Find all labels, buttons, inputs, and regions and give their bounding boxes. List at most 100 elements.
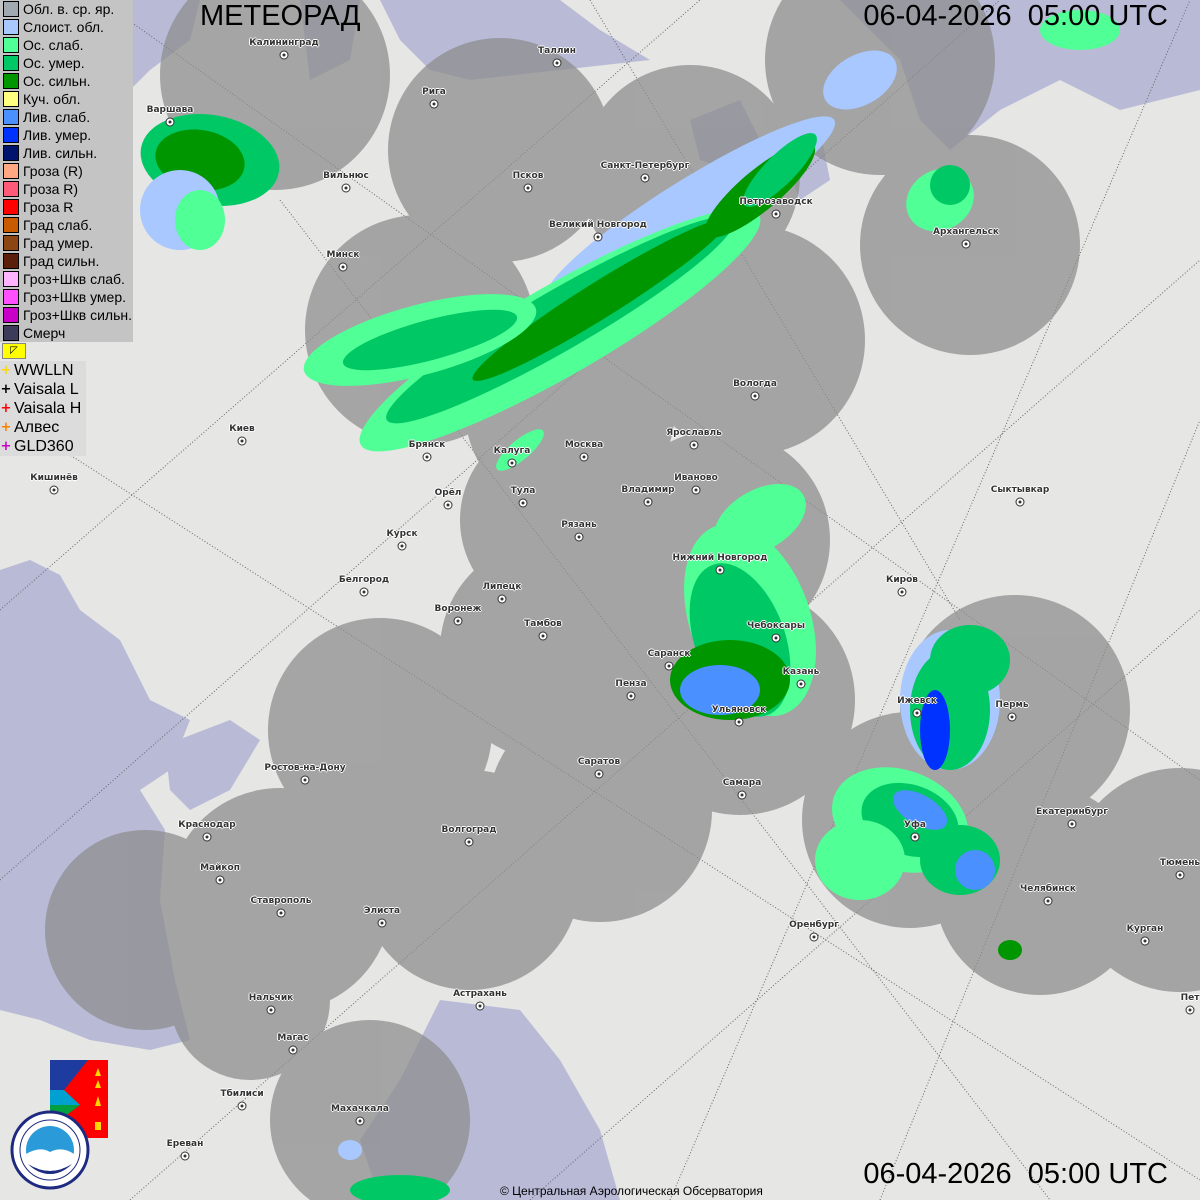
city-label: Курган	[1126, 924, 1164, 934]
city-label: Махачкала	[331, 1104, 389, 1114]
city-label: Уфа	[904, 820, 926, 830]
cross-icon: +	[0, 401, 12, 416]
flag-icon[interactable]: ◸	[2, 343, 26, 359]
city-label: Курск	[386, 529, 418, 539]
legend-item: Град слаб.	[0, 216, 133, 234]
city-marker-icon	[429, 99, 439, 109]
precip-area	[998, 940, 1022, 960]
legend-label: Смерч	[23, 325, 66, 341]
city-label: Москва	[564, 440, 604, 450]
city-label: Белгород	[338, 575, 390, 585]
lightning-network-item[interactable]: + GLD360	[0, 437, 86, 456]
precip-area	[955, 850, 995, 890]
city-marker-icon	[464, 837, 474, 847]
city-marker-icon	[279, 50, 289, 60]
radar-range-circle	[170, 920, 330, 1080]
legend-item: Гроз+Шкв умер.	[0, 288, 133, 306]
legend-item: Ос. слаб.	[0, 36, 133, 54]
page-title: МЕТЕОРАД	[200, 0, 361, 32]
legend-label: Лив. сильн.	[23, 145, 98, 161]
city-marker-icon	[443, 500, 453, 510]
precip-area	[680, 665, 760, 715]
legend-item: Слоист. обл.	[0, 18, 133, 36]
precip-area	[342, 309, 518, 371]
city-marker-icon	[961, 239, 971, 249]
city-marker-icon	[626, 691, 636, 701]
city-label: Ростов-на-Дону	[264, 763, 346, 773]
precip-area	[930, 625, 1010, 695]
city-marker-icon	[771, 633, 781, 643]
legend-label: Град умер.	[23, 235, 94, 251]
legend-swatch	[3, 73, 19, 89]
city-marker-icon	[771, 209, 781, 219]
legend-item: Лив. умер.	[0, 126, 133, 144]
city-marker-icon	[523, 183, 533, 193]
legend-label: Лив. слаб.	[23, 109, 91, 125]
legend-swatch	[3, 37, 19, 53]
legend-item: Лив. сильн.	[0, 144, 133, 162]
legend-label: Обл. в. ср. яр.	[23, 1, 115, 17]
legend-label: Гроза R	[23, 199, 74, 215]
legend-swatch	[3, 127, 19, 143]
city-label: Тюмень	[1159, 858, 1200, 868]
legend-swatch	[3, 55, 19, 71]
city-label: Вологда	[733, 379, 777, 389]
city-label: Псков	[512, 171, 544, 181]
legend-item: Ос. умер.	[0, 54, 133, 72]
city-label: Варшава	[146, 105, 194, 115]
precip-area	[338, 1140, 362, 1160]
legend-swatch	[3, 235, 19, 251]
precip-area	[1040, 10, 1120, 50]
cross-icon: +	[0, 363, 12, 378]
city-marker-icon	[497, 594, 507, 604]
city-marker-icon	[276, 908, 286, 918]
city-label: Сыктывкар	[990, 485, 1050, 495]
lightning-network-item[interactable]: + WWLLN	[0, 361, 86, 380]
city-label: Самара	[722, 778, 762, 788]
city-marker-icon	[355, 1116, 365, 1126]
city-marker-icon	[574, 532, 584, 542]
city-label: Казань	[782, 667, 820, 677]
legend-label: Гроза (R)	[23, 163, 83, 179]
legend-item: Лив. слаб.	[0, 108, 133, 126]
legend-swatch	[3, 325, 19, 341]
city-label: Екатеринбург	[1036, 807, 1108, 817]
legend-swatch	[3, 109, 19, 125]
azov-sea	[165, 720, 260, 810]
lightning-network-item[interactable]: + Vaisala H	[0, 399, 86, 418]
datetime-bottom: 06-04-2026 05:00 UTC	[863, 1158, 1168, 1190]
legend-swatch	[3, 163, 19, 179]
legend-label: Слоист. обл.	[23, 19, 104, 35]
precipitation	[140, 10, 1120, 1200]
city-marker-icon	[552, 58, 562, 68]
cross-icon: +	[0, 382, 12, 397]
city-marker-icon	[640, 173, 650, 183]
legend-item: Гроза R	[0, 198, 133, 216]
legend-item: Гроз+Шкв слаб.	[0, 270, 133, 288]
legend-label: Лив. умер.	[23, 127, 92, 143]
city-marker-icon	[49, 485, 59, 495]
radar-range-circle	[1068, 768, 1200, 992]
lightning-network-item[interactable]: + Vaisala L	[0, 380, 86, 399]
city-marker-icon	[507, 458, 517, 468]
radar-range-circle	[360, 770, 580, 990]
network-label: Алвес	[14, 419, 60, 436]
legend-label: Ос. умер.	[23, 55, 85, 71]
city-marker-icon	[359, 587, 369, 597]
network-label: Vaisala L	[14, 381, 79, 398]
city-label: Ульяновск	[711, 705, 767, 715]
city-marker-icon	[750, 391, 760, 401]
lightning-network-item[interactable]: + Алвес	[0, 418, 86, 437]
radar-range-circle	[270, 1020, 470, 1200]
legend-label: Гроза R)	[23, 181, 79, 197]
city-marker-icon	[202, 832, 212, 842]
legend-item: Обл. в. ср. яр.	[0, 0, 133, 18]
legend-label: Гроз+Шкв сильн.	[23, 307, 132, 323]
city-marker-icon	[300, 775, 310, 785]
city-label: Ярославль	[666, 428, 722, 438]
city-label: Майкоп	[200, 863, 240, 873]
legend-swatch	[3, 307, 19, 323]
legend-label: Гроз+Шкв умер.	[23, 289, 127, 305]
city-label: Воронеж	[434, 604, 482, 614]
